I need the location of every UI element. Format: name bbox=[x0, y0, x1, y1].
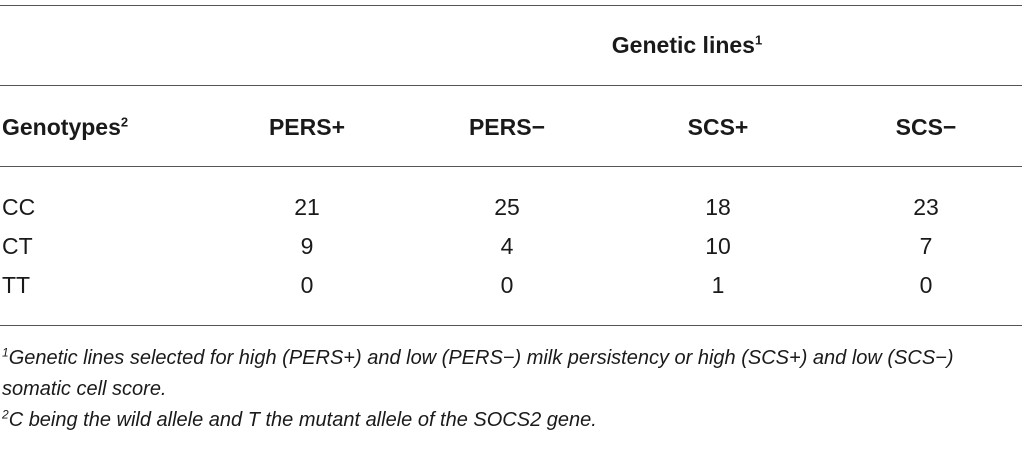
footnote-mark: 2 bbox=[120, 114, 129, 130]
footnote-2: 2C being the wild allele and T the mutan… bbox=[2, 407, 597, 431]
column-header-scs-minus: SCS− bbox=[895, 114, 957, 140]
column-header-scs-plus: SCS+ bbox=[687, 114, 749, 140]
table-row: CT 9 4 10 7 bbox=[0, 227, 1022, 265]
value-cell: 9 bbox=[300, 233, 314, 259]
value-cell: 0 bbox=[919, 272, 933, 298]
table-footnotes: 1Genetic lines selected for high (PERS+)… bbox=[2, 343, 1017, 436]
table-bottom-rule bbox=[0, 325, 1022, 326]
value-cell: 23 bbox=[913, 194, 939, 220]
footnote-mark: 1 bbox=[2, 345, 9, 360]
value-cell: 18 bbox=[705, 194, 731, 220]
group-header-rule bbox=[0, 85, 1022, 86]
value-cell: 4 bbox=[500, 233, 514, 259]
value-cell: 7 bbox=[919, 233, 933, 259]
value-cell: 10 bbox=[705, 233, 731, 259]
column-header-pers-minus: PERS− bbox=[468, 114, 546, 140]
genotype-cell: CT bbox=[2, 233, 33, 259]
value-cell: 0 bbox=[300, 272, 314, 298]
top-rule bbox=[0, 5, 1022, 6]
footnote-mark: 1 bbox=[754, 32, 763, 48]
genotype-cell: TT bbox=[2, 272, 31, 298]
footnote-1: 1Genetic lines selected for high (PERS+)… bbox=[2, 345, 954, 400]
table-row: CC 21 25 18 23 bbox=[0, 188, 1022, 226]
table-row: TT 0 0 1 0 bbox=[0, 266, 1022, 304]
value-cell: 0 bbox=[500, 272, 514, 298]
value-cell: 25 bbox=[494, 194, 520, 220]
value-cell: 1 bbox=[711, 272, 725, 298]
column-header-rule bbox=[0, 166, 1022, 167]
footnote-mark: 2 bbox=[2, 407, 9, 422]
value-cell: 21 bbox=[294, 194, 320, 220]
column-header-genotypes: Genotypes2 bbox=[2, 114, 129, 140]
column-header-pers-plus: PERS+ bbox=[268, 114, 346, 140]
group-header-genetic-lines: Genetic lines1 bbox=[611, 32, 763, 58]
genotype-cell: CC bbox=[2, 194, 36, 220]
